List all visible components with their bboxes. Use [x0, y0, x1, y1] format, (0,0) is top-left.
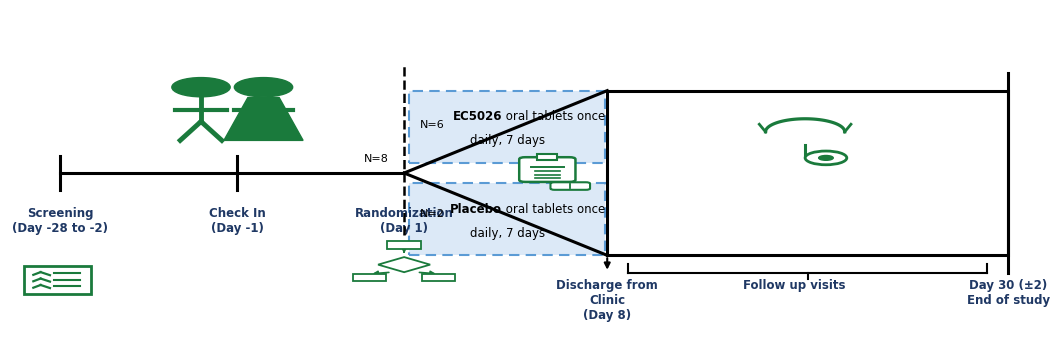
FancyBboxPatch shape [388, 241, 421, 249]
FancyBboxPatch shape [422, 274, 455, 281]
Text: daily, 7 days: daily, 7 days [470, 134, 545, 147]
Polygon shape [224, 98, 303, 140]
Polygon shape [378, 257, 430, 272]
Text: Check In
(Day -1): Check In (Day -1) [209, 207, 266, 235]
Text: Day 30 (±2)
End of study: Day 30 (±2) End of study [967, 280, 1049, 307]
Circle shape [818, 155, 833, 160]
Circle shape [234, 78, 293, 97]
FancyBboxPatch shape [550, 182, 590, 190]
Text: daily, 7 days: daily, 7 days [470, 227, 545, 239]
FancyBboxPatch shape [409, 91, 605, 163]
Text: Randomization
(Day 1): Randomization (Day 1) [355, 207, 454, 235]
Text: oral tablets once: oral tablets once [502, 110, 605, 123]
Text: oral tablets once: oral tablets once [502, 202, 605, 216]
Text: N=6: N=6 [420, 120, 444, 130]
FancyBboxPatch shape [24, 266, 90, 294]
FancyBboxPatch shape [519, 157, 576, 182]
Text: EC5026: EC5026 [453, 110, 502, 123]
Text: Discharge from
Clinic
(Day 8): Discharge from Clinic (Day 8) [556, 280, 658, 322]
Circle shape [172, 78, 230, 97]
FancyBboxPatch shape [409, 183, 605, 255]
Text: Screening
(Day -28 to -2): Screening (Day -28 to -2) [13, 207, 108, 235]
Text: N=8: N=8 [364, 154, 389, 164]
FancyBboxPatch shape [353, 274, 387, 281]
FancyBboxPatch shape [537, 154, 558, 160]
Circle shape [806, 151, 847, 165]
Text: Placebo: Placebo [450, 202, 502, 216]
Text: N=2: N=2 [420, 209, 444, 219]
Text: Follow up visits: Follow up visits [743, 280, 846, 292]
